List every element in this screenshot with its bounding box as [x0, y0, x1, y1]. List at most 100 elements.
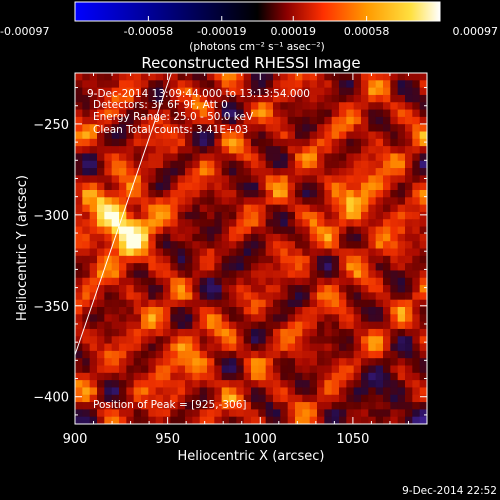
heatmap-cell — [111, 365, 120, 374]
heatmap-cell — [163, 160, 171, 169]
heatmap-cell — [265, 314, 274, 323]
heatmap-cell — [412, 131, 421, 140]
heatmap-cell — [170, 255, 179, 264]
heatmap-cell — [229, 241, 237, 249]
heatmap-cell — [214, 387, 223, 396]
heatmap-cell — [104, 416, 113, 424]
heatmap-cell — [339, 211, 347, 220]
heatmap-cell — [309, 116, 318, 125]
heatmap-cell — [97, 131, 105, 140]
heatmap-cell — [148, 204, 157, 213]
heatmap-cell — [126, 358, 135, 366]
heatmap-cell — [207, 182, 215, 191]
heatmap-cell — [375, 175, 384, 184]
heatmap-cell — [199, 292, 208, 301]
heatmap-cell — [119, 73, 127, 81]
heatmap-cell — [302, 328, 311, 337]
heatmap-cell — [287, 321, 296, 330]
heatmap-cell — [214, 80, 223, 89]
heatmap-cell — [229, 204, 237, 213]
heatmap-cell — [346, 285, 355, 293]
heatmap-cell — [368, 277, 377, 286]
heatmap-cell — [192, 146, 201, 154]
heatmap-cell — [155, 182, 164, 191]
heatmap-cell — [177, 211, 186, 220]
heatmap-cell — [170, 168, 179, 176]
heatmap-cell — [368, 263, 377, 271]
heatmap-cell — [287, 80, 296, 89]
heatmap-cell — [317, 109, 325, 118]
heatmap-cell — [148, 387, 157, 396]
heatmap-cell — [390, 255, 399, 264]
heatmap-cell — [375, 394, 384, 403]
heatmap-cell — [258, 307, 267, 315]
heatmap-cell — [75, 131, 83, 140]
heatmap-cell — [251, 270, 259, 279]
heatmap-cell — [141, 314, 149, 323]
heatmap-cell — [280, 116, 289, 125]
heatmap-cell — [273, 87, 281, 96]
heatmap-cell — [97, 219, 105, 227]
heatmap-cell — [280, 219, 289, 227]
heatmap-cell — [119, 402, 127, 410]
heatmap-cell — [324, 182, 333, 191]
heatmap-cell — [236, 263, 245, 271]
heatmap-cell — [331, 328, 340, 337]
heatmap-cell — [170, 416, 179, 424]
heatmap-cell — [368, 255, 377, 264]
heatmap-cell — [324, 175, 333, 184]
heatmap-cell — [199, 124, 208, 132]
heatmap-cell — [317, 409, 325, 418]
heatmap-cell — [89, 358, 98, 366]
heatmap-cell — [119, 387, 127, 396]
heatmap-cell — [317, 146, 325, 154]
heatmap-cell — [155, 146, 164, 154]
heatmap-cell — [331, 138, 340, 147]
heatmap-cell — [97, 190, 105, 198]
heatmap-cell — [280, 255, 289, 264]
heatmap-cell — [177, 270, 186, 279]
heatmap-cell — [309, 197, 318, 206]
heatmap-cell — [295, 138, 303, 147]
heatmap-cell — [97, 307, 105, 315]
heatmap-cell — [221, 387, 230, 396]
heatmap-cell — [419, 307, 427, 315]
heatmap-cell — [119, 175, 127, 184]
heatmap-cell — [97, 197, 105, 206]
heatmap-cell — [412, 124, 421, 132]
heatmap-cell — [199, 160, 208, 169]
heatmap-cell — [236, 131, 245, 140]
heatmap-cell — [243, 350, 252, 359]
heatmap-cell — [229, 102, 237, 110]
heatmap-cell — [192, 109, 201, 118]
heatmap-cell — [148, 358, 157, 366]
heatmap-cell — [346, 182, 355, 191]
heatmap-cell — [75, 394, 83, 403]
heatmap-cell — [353, 131, 362, 140]
heatmap-cell — [148, 299, 157, 308]
heatmap-cell — [287, 328, 296, 337]
heatmap-cell — [133, 328, 142, 337]
heatmap-cell — [419, 387, 427, 396]
heatmap-cell — [97, 285, 105, 293]
heatmap-cell — [170, 87, 179, 96]
heatmap-cell — [287, 219, 296, 227]
heatmap-cell — [119, 248, 127, 257]
heatmap-cell — [397, 131, 406, 140]
heatmap-cell — [82, 87, 91, 96]
heatmap-cell — [163, 328, 171, 337]
heatmap-cell — [148, 277, 157, 286]
heatmap-cell — [309, 146, 318, 154]
heatmap-cell — [82, 307, 91, 315]
heatmap-cell — [141, 387, 149, 396]
heatmap-cell — [170, 146, 179, 154]
heatmap-cell — [111, 409, 120, 418]
heatmap-cell — [192, 211, 201, 220]
heatmap-cell — [141, 109, 149, 118]
heatmap-cell — [207, 307, 215, 315]
heatmap-cell — [82, 343, 91, 352]
heatmap-cell — [148, 402, 157, 410]
heatmap-cell — [243, 124, 252, 132]
heatmap-cell — [75, 343, 83, 352]
heatmap-cell — [419, 292, 427, 301]
